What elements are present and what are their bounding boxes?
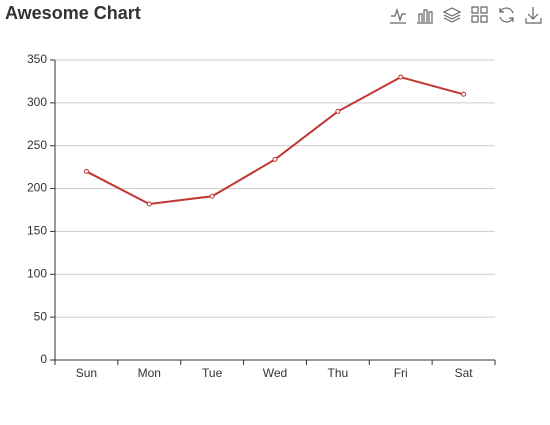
x-tick-label: Mon: [138, 366, 161, 380]
y-tick-label: 200: [27, 181, 47, 195]
line: [85, 76, 464, 206]
point: [83, 168, 89, 174]
tool-bar[interactable]: [417, 9, 433, 24]
y-tick-label: 250: [27, 138, 47, 152]
y-tick-label: 50: [34, 309, 48, 323]
point: [461, 91, 467, 97]
point: [209, 193, 215, 199]
point: [398, 74, 404, 80]
y-tick-label: 150: [27, 224, 47, 238]
y-tick-label: 0: [40, 352, 47, 366]
chart-title: Awesome Chart: [5, 3, 141, 23]
point: [146, 201, 152, 207]
x-tick-label: Sun: [76, 366, 97, 380]
tool-tiled[interactable]: [471, 6, 488, 23]
point: [335, 108, 341, 114]
x-tick-label: Tue: [202, 366, 223, 380]
x-tick-label: Sat: [455, 366, 474, 380]
y-tick-label: 100: [27, 266, 47, 280]
x-tick-label: Fri: [394, 366, 408, 380]
y-tick-label: 300: [27, 95, 47, 109]
tool-restore[interactable]: [499, 7, 514, 23]
tool-line[interactable]: [390, 8, 406, 24]
x-tick-label: Thu: [328, 366, 349, 380]
toolbox: [390, 6, 542, 24]
y-tick-label: 350: [27, 52, 47, 66]
tool-stack[interactable]: [442, 7, 462, 23]
point: [272, 156, 278, 162]
tool-save[interactable]: [525, 7, 542, 24]
x-tick-label: Wed: [263, 366, 287, 380]
